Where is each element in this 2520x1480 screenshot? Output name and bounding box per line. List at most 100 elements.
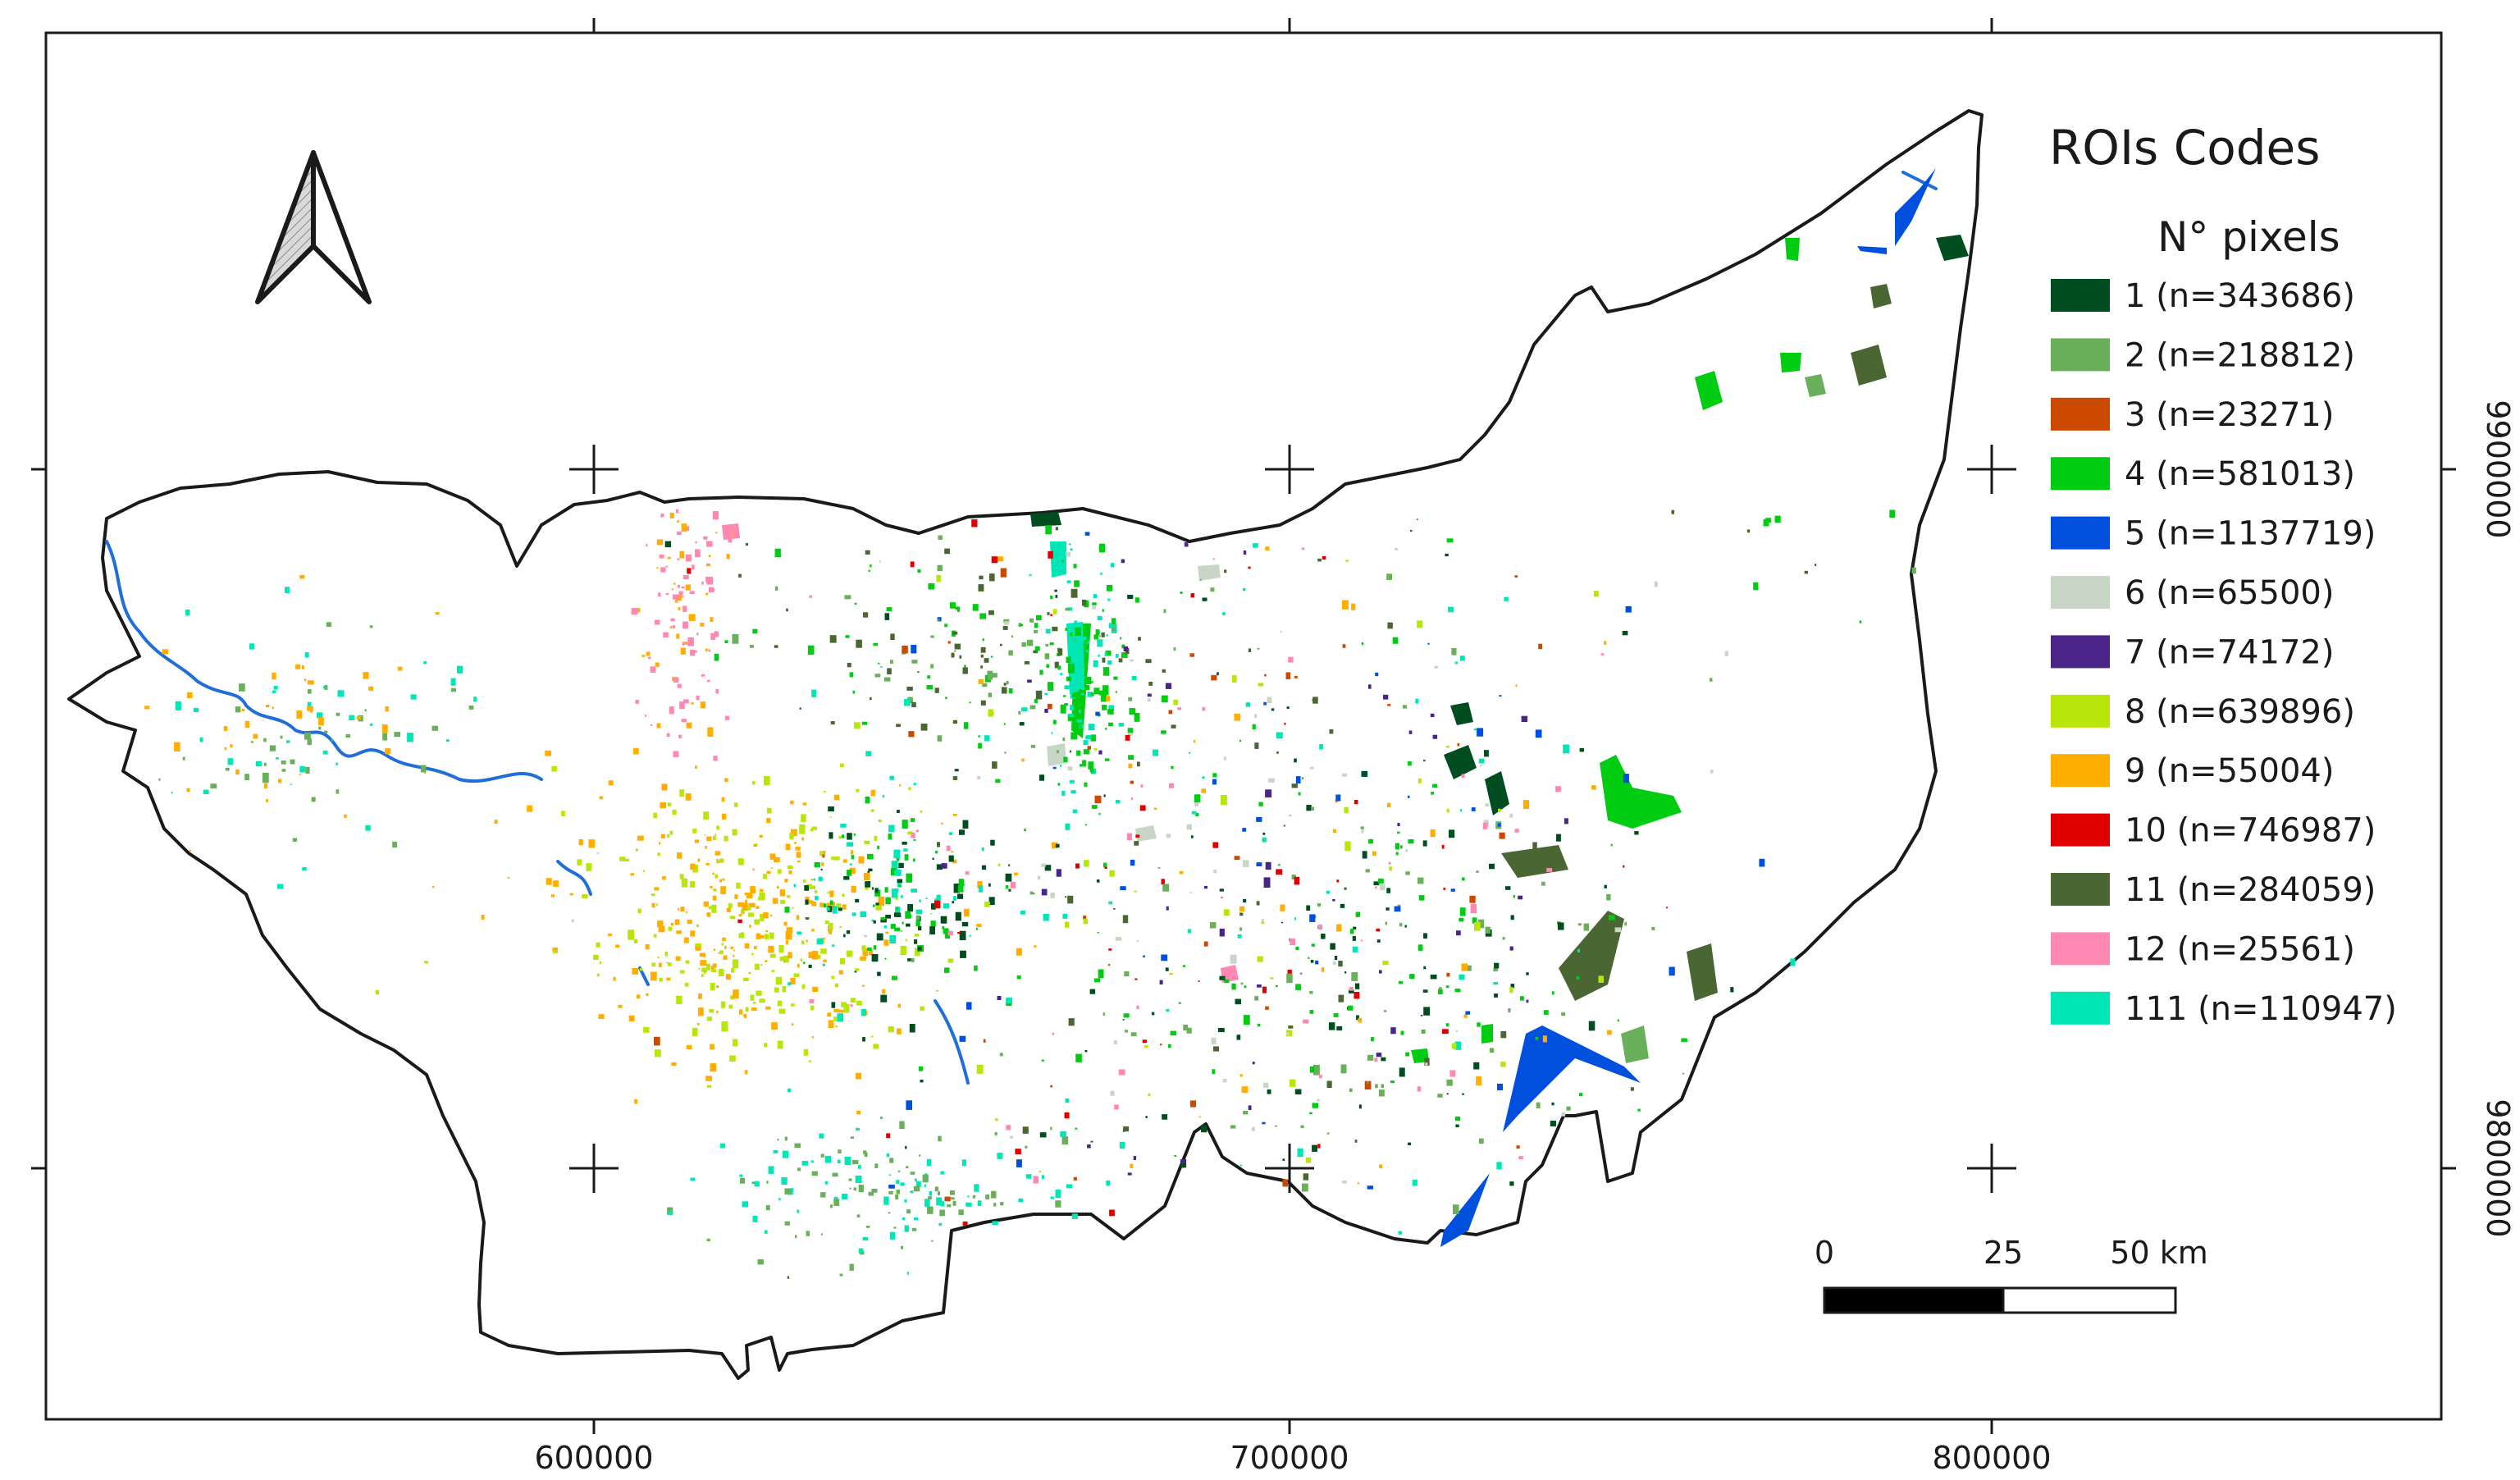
roi-speck: [1376, 1053, 1382, 1057]
roi-speck: [1252, 724, 1256, 730]
roi-speck: [1097, 931, 1099, 934]
roi-speck: [995, 779, 1001, 783]
roi-speck: [1016, 975, 1021, 980]
roi-speck: [1179, 870, 1184, 875]
roi-speck: [1190, 835, 1194, 838]
river-main: [105, 540, 543, 783]
roi-speck: [1446, 972, 1450, 977]
roi-speck: [737, 919, 742, 923]
roi-speck: [1298, 792, 1301, 796]
roi-speck: [1159, 980, 1163, 984]
roi-speck: [959, 655, 962, 659]
roi-speck: [862, 1037, 865, 1042]
roi-speck: [959, 930, 966, 941]
roi-speck: [781, 1177, 788, 1185]
roi-speck: [847, 662, 851, 668]
roi-speck: [1061, 790, 1066, 796]
roi-speck: [1163, 609, 1166, 614]
roi-speck: [1288, 656, 1294, 663]
roi-speck: [990, 839, 995, 846]
roi-speck: [813, 878, 816, 881]
roi-speck: [1500, 1031, 1507, 1039]
roi-speck: [840, 957, 846, 965]
roi-speck: [551, 765, 557, 772]
roi-speck: [804, 885, 809, 891]
roi-speck: [1083, 918, 1089, 925]
roi-speck: [1352, 935, 1356, 941]
roi-speck: [1551, 1102, 1554, 1106]
roi-speck: [777, 869, 782, 874]
roi-speck: [1213, 1046, 1219, 1052]
roi-speck: [1050, 1085, 1052, 1088]
roi-speck: [1234, 856, 1240, 861]
roi-speck: [960, 950, 966, 958]
roi-speck: [671, 588, 673, 591]
roi-speck: [1746, 529, 1751, 533]
roi-speck: [888, 1174, 891, 1176]
roi-speck: [690, 1177, 696, 1181]
roi-speck: [679, 701, 685, 710]
roi-speck: [1241, 1086, 1249, 1094]
roi-speck: [821, 1233, 824, 1236]
roi-speck: [450, 678, 456, 686]
roi-speck: [646, 651, 651, 656]
roi-speck: [1445, 985, 1449, 989]
roi-speck: [1303, 1173, 1309, 1181]
roi-speck: [1127, 733, 1133, 737]
roi-speck: [864, 872, 870, 881]
roi-speck: [724, 715, 730, 720]
roi-speck: [794, 842, 797, 844]
roi-speck: [1382, 961, 1389, 966]
roi-speck: [745, 899, 747, 903]
roi-speck: [1262, 1121, 1266, 1125]
roi-speck: [1405, 871, 1410, 875]
roi-speck: [1480, 764, 1482, 767]
roi-speck: [423, 772, 427, 774]
roi-speck: [688, 615, 692, 619]
roi-speck: [667, 802, 672, 806]
roi-speck: [959, 1035, 966, 1042]
roi-speck: [1459, 809, 1462, 812]
roi-speck: [1681, 1038, 1687, 1043]
roi-speck: [599, 961, 601, 965]
roi-speck: [669, 830, 673, 835]
roi-speck: [1194, 794, 1201, 803]
roi-speck: [1281, 921, 1284, 924]
roi-speck: [1317, 924, 1322, 930]
roi-speck: [936, 574, 941, 582]
legend-label: 7 (n=74172): [2125, 633, 2335, 671]
roi-speck: [1064, 1112, 1070, 1119]
roi-speck: [1016, 1159, 1022, 1167]
roi-speck: [1182, 965, 1186, 967]
roi-speck: [790, 977, 796, 984]
roi-speck: [1510, 915, 1514, 920]
roi-speck: [305, 766, 310, 774]
roi-speck: [988, 692, 992, 697]
roi-speck: [700, 960, 707, 966]
roi-speck: [806, 884, 813, 889]
roi-speck: [1724, 651, 1728, 656]
roi-speck: [1287, 970, 1292, 975]
roi-speck: [1202, 776, 1205, 779]
roi-speck: [1107, 660, 1112, 665]
roi-speck: [952, 859, 957, 864]
roi-speck: [674, 600, 678, 603]
roi-speck: [1404, 925, 1407, 928]
roi-speck: [1457, 742, 1460, 747]
roi-speck: [1521, 715, 1528, 722]
roi-speck: [1349, 1088, 1353, 1092]
roi-speck: [904, 1199, 907, 1203]
roi-speck: [1625, 605, 1632, 613]
roi-speck: [838, 1149, 842, 1153]
roi-speck: [1221, 896, 1223, 899]
roi-speck: [862, 721, 868, 725]
roi-speck: [815, 890, 818, 893]
roi-speck: [244, 774, 249, 780]
roi-speck: [966, 1002, 972, 1010]
roi-speck: [1336, 879, 1340, 883]
roi-speck: [910, 561, 915, 568]
roi-speck: [784, 1136, 788, 1141]
roi-speck: [1167, 1044, 1171, 1048]
roi-speck: [1526, 972, 1529, 975]
